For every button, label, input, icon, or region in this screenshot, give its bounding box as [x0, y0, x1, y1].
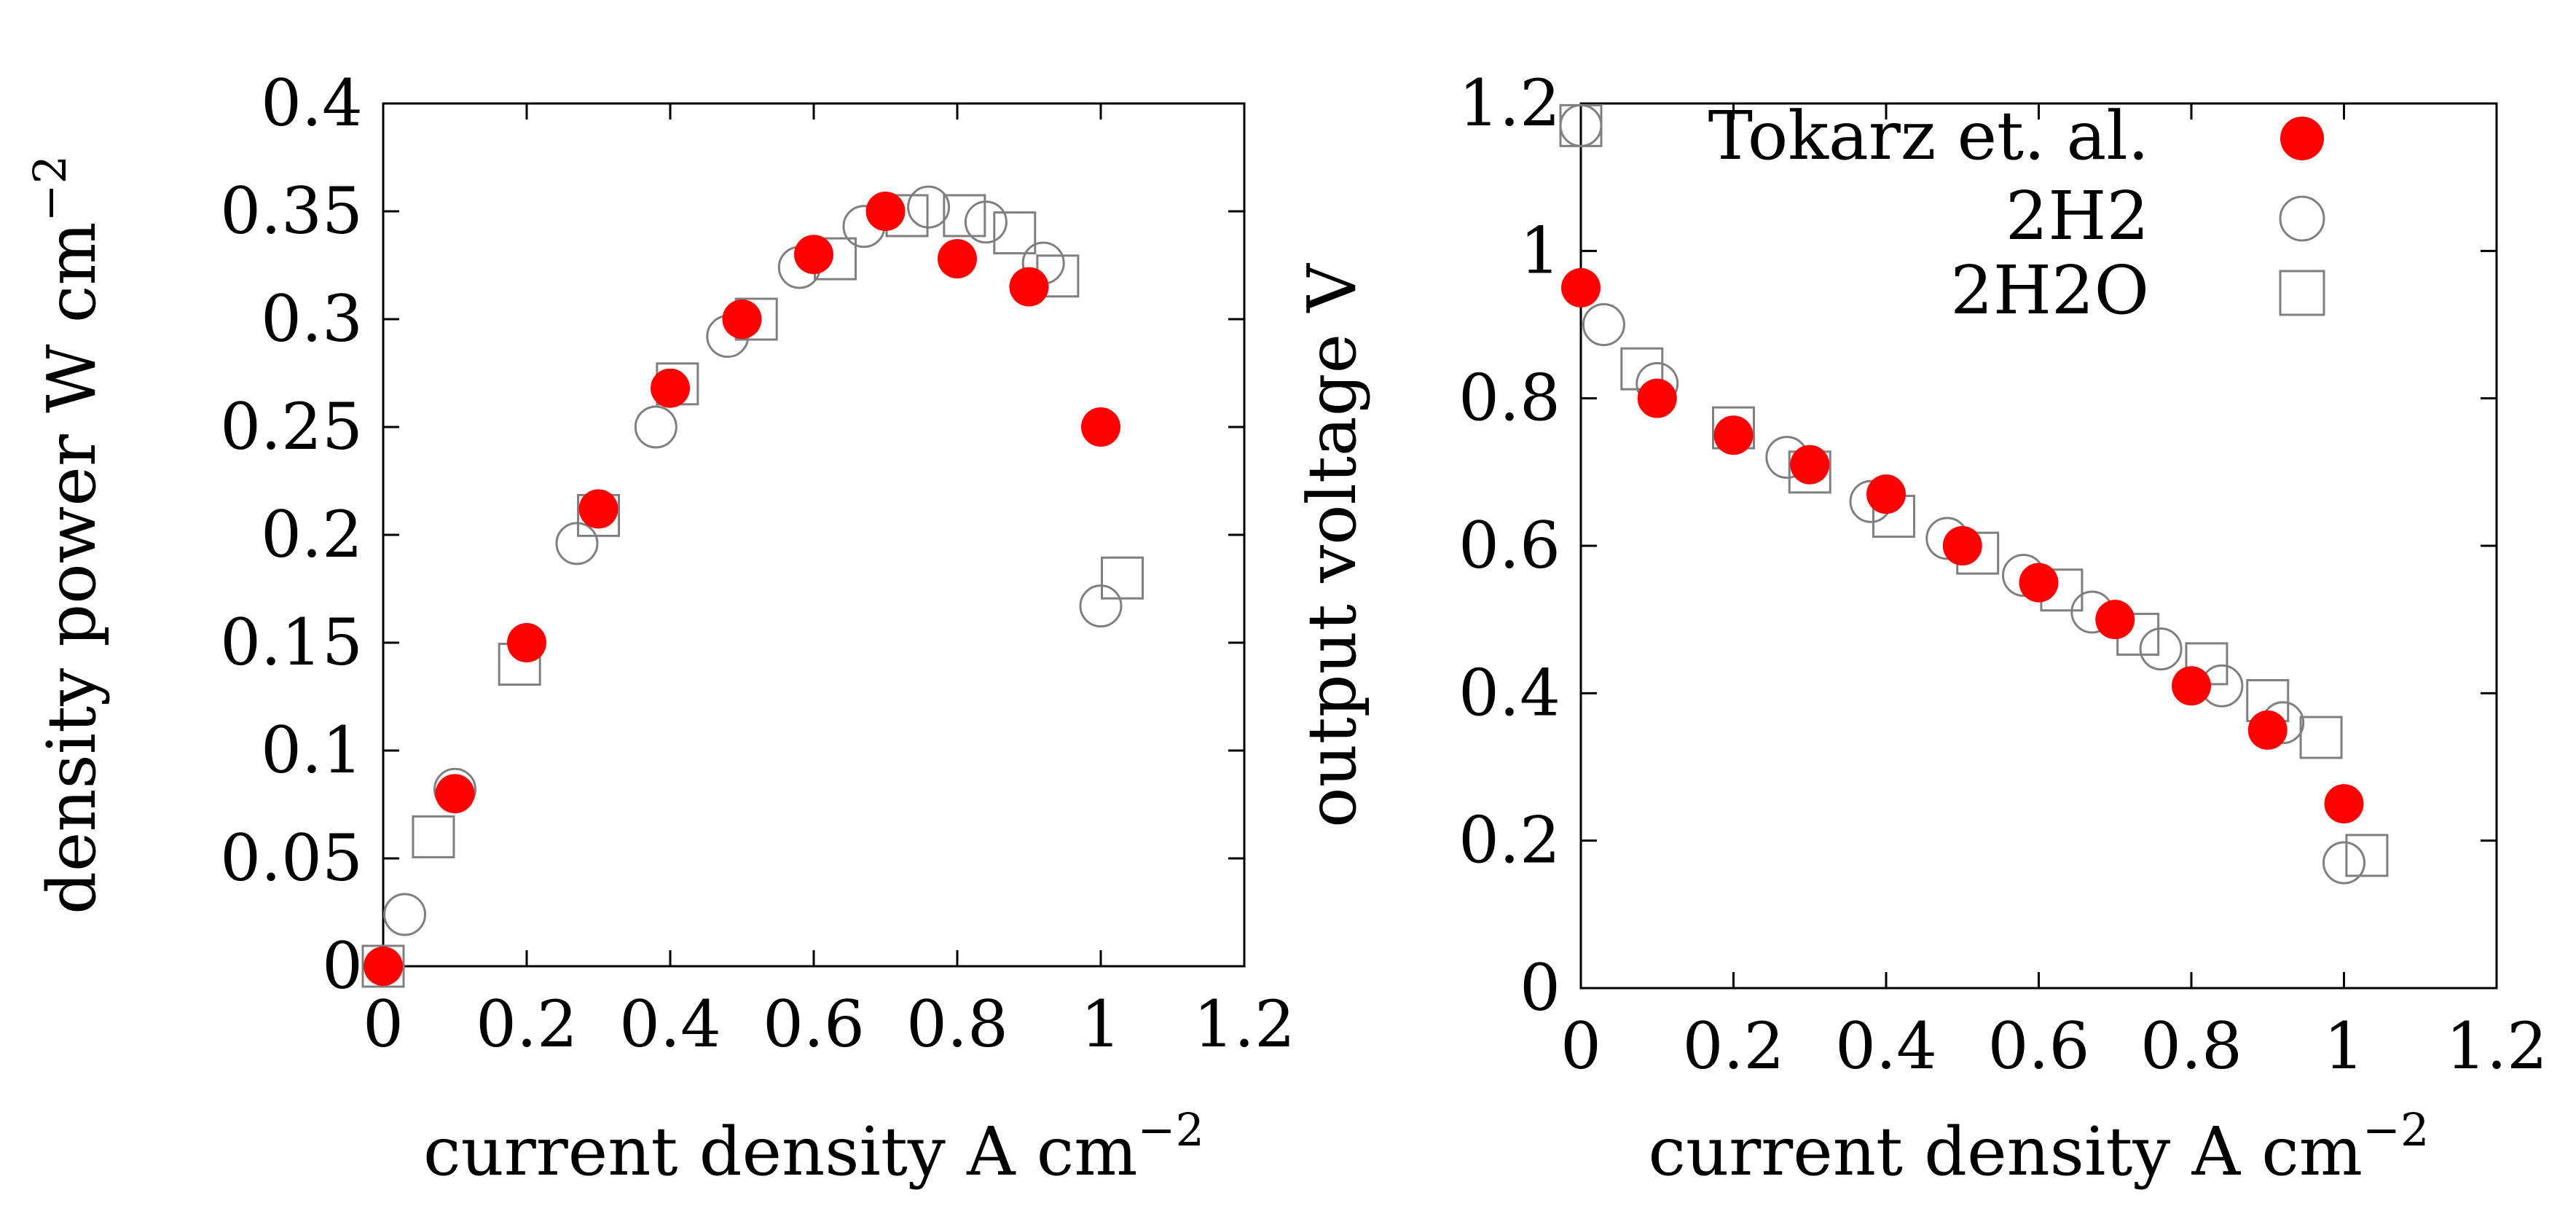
tokarz-point [578, 489, 619, 529]
data-points [1559, 103, 2389, 885]
tokarz-point [2172, 666, 2211, 706]
tokarz-point [1713, 415, 1754, 455]
x-axis-title: current density A cm−2 [423, 1103, 1204, 1191]
y-tick-label: 0 [322, 928, 363, 1003]
legend-marker-filled-circle [2280, 117, 2324, 160]
tokarz-point [1866, 474, 1906, 514]
output-voltage-chart: 0 0.2 0.4 0.6 0.8 1 1.2 0 0.2 0.4 0.6 0.8 1 1.2 curre… [1293, 66, 2548, 1191]
tokarz-point [865, 192, 906, 231]
y-tick-label: 0.4 [261, 66, 363, 141]
legend-marker-open-square [2279, 270, 2325, 316]
y-tick-label: 0.1 [261, 713, 363, 788]
y-tick-label: 0.35 [220, 173, 363, 248]
tokarz-point [1790, 444, 1830, 485]
tokarz-point [722, 299, 762, 339]
x-tick-label: 0.4 [1835, 1008, 1937, 1084]
y-axis-title: output voltage V [1293, 263, 1371, 828]
x-tick-label: 1 [2324, 1008, 2365, 1084]
x-tick-label: 0.2 [476, 987, 578, 1062]
y-axis-title: density power W cm−2 [23, 155, 111, 914]
tokarz-point [507, 623, 546, 662]
x-tick-label: 0.4 [619, 987, 721, 1062]
tokarz-point [364, 947, 403, 986]
axis-ticks: 0 0.2 0.4 0.6 0.8 1 1.2 0 0.05 0.1 0.15 0.2 0.25 0.3 0… [220, 66, 1295, 1062]
tokarz-point [1009, 267, 1049, 307]
y-tick-label: 0.3 [261, 281, 363, 356]
legend-label-2h2o: 2H2O [1950, 251, 2149, 329]
h2-point [2322, 841, 2365, 885]
h2-point [964, 200, 1008, 244]
h2-point [1582, 303, 1625, 346]
x-tick-label: 0 [363, 987, 404, 1062]
y-tick-label: 0 [1520, 950, 1560, 1025]
x-tick-label: 0.6 [763, 987, 865, 1062]
tokarz-point [2324, 784, 2364, 824]
axis-ticks: 0 0.2 0.4 0.6 0.8 1 1.2 0 0.2 0.4 0.6 0.8 1 1.2 [1458, 66, 2548, 1084]
tokarz-point [1081, 407, 1120, 447]
y-tick-label: 0.2 [261, 497, 363, 572]
x-tick-label: 1 [1080, 987, 1121, 1062]
h2-point [1559, 103, 1603, 147]
x-tick-label: 0.2 [1683, 1008, 1785, 1084]
tokarz-point [435, 774, 475, 814]
h2o-point [2345, 834, 2389, 877]
x-tick-label: 1.2 [1193, 987, 1295, 1062]
h2-point [1079, 584, 1123, 628]
h2-point [555, 522, 599, 565]
h2o-point [943, 194, 986, 238]
x-tick-label: 0.8 [2140, 1008, 2242, 1084]
tokarz-point [2019, 563, 2059, 603]
tokarz-point [938, 239, 977, 279]
x-tick-label: 0.8 [906, 987, 1008, 1062]
h2o-point [1101, 556, 1144, 600]
tokarz-point [2095, 600, 2135, 640]
tokarz-point [794, 235, 833, 275]
h2-point [2139, 627, 2183, 671]
tokarz-point [1637, 378, 1677, 418]
tokarz-point [651, 368, 690, 408]
y-tick-label: 0.8 [1458, 361, 1560, 436]
x-tick-label: 0 [1560, 1008, 1601, 1084]
h2o-point [993, 211, 1037, 255]
h2-point [383, 893, 427, 936]
x-tick-label: 0.6 [1988, 1008, 2090, 1084]
legend-marker-open-circle [2279, 195, 2325, 242]
tokarz-point [2247, 710, 2288, 750]
data-points [361, 185, 1144, 988]
y-tick-label: 0.4 [1458, 655, 1560, 730]
tokarz-point [1942, 526, 1982, 565]
y-tick-label: 0.25 [220, 389, 363, 464]
legend: Tokarz et. al. 2H2 2H2O [1708, 97, 2325, 329]
h2-point [634, 405, 678, 449]
legend-label-2h2: 2H2 [2006, 177, 2149, 255]
y-tick-label: 1.2 [1458, 66, 1560, 141]
tokarz-point [1561, 267, 1601, 308]
y-tick-label: 0.15 [220, 605, 363, 680]
y-tick-label: 0.05 [220, 820, 363, 896]
h2-point [907, 185, 951, 229]
x-axis-title: current density A cm−2 [1649, 1103, 2430, 1191]
power-density-chart: 0 0.2 0.4 0.6 0.8 1 1.2 0 0.05 0.1 0.15 0.2 0.25 0.3 0… [23, 66, 1295, 1191]
legend-label-tokarz: Tokarz et. al. [1708, 97, 2149, 175]
h2o-point [412, 815, 455, 858]
y-tick-label: 1 [1520, 213, 1560, 288]
h2o-point [2299, 716, 2343, 759]
y-tick-label: 0.6 [1458, 508, 1560, 583]
x-tick-label: 1.2 [2446, 1008, 2548, 1084]
y-tick-label: 0.2 [1458, 803, 1560, 878]
h2o-point [361, 944, 405, 988]
